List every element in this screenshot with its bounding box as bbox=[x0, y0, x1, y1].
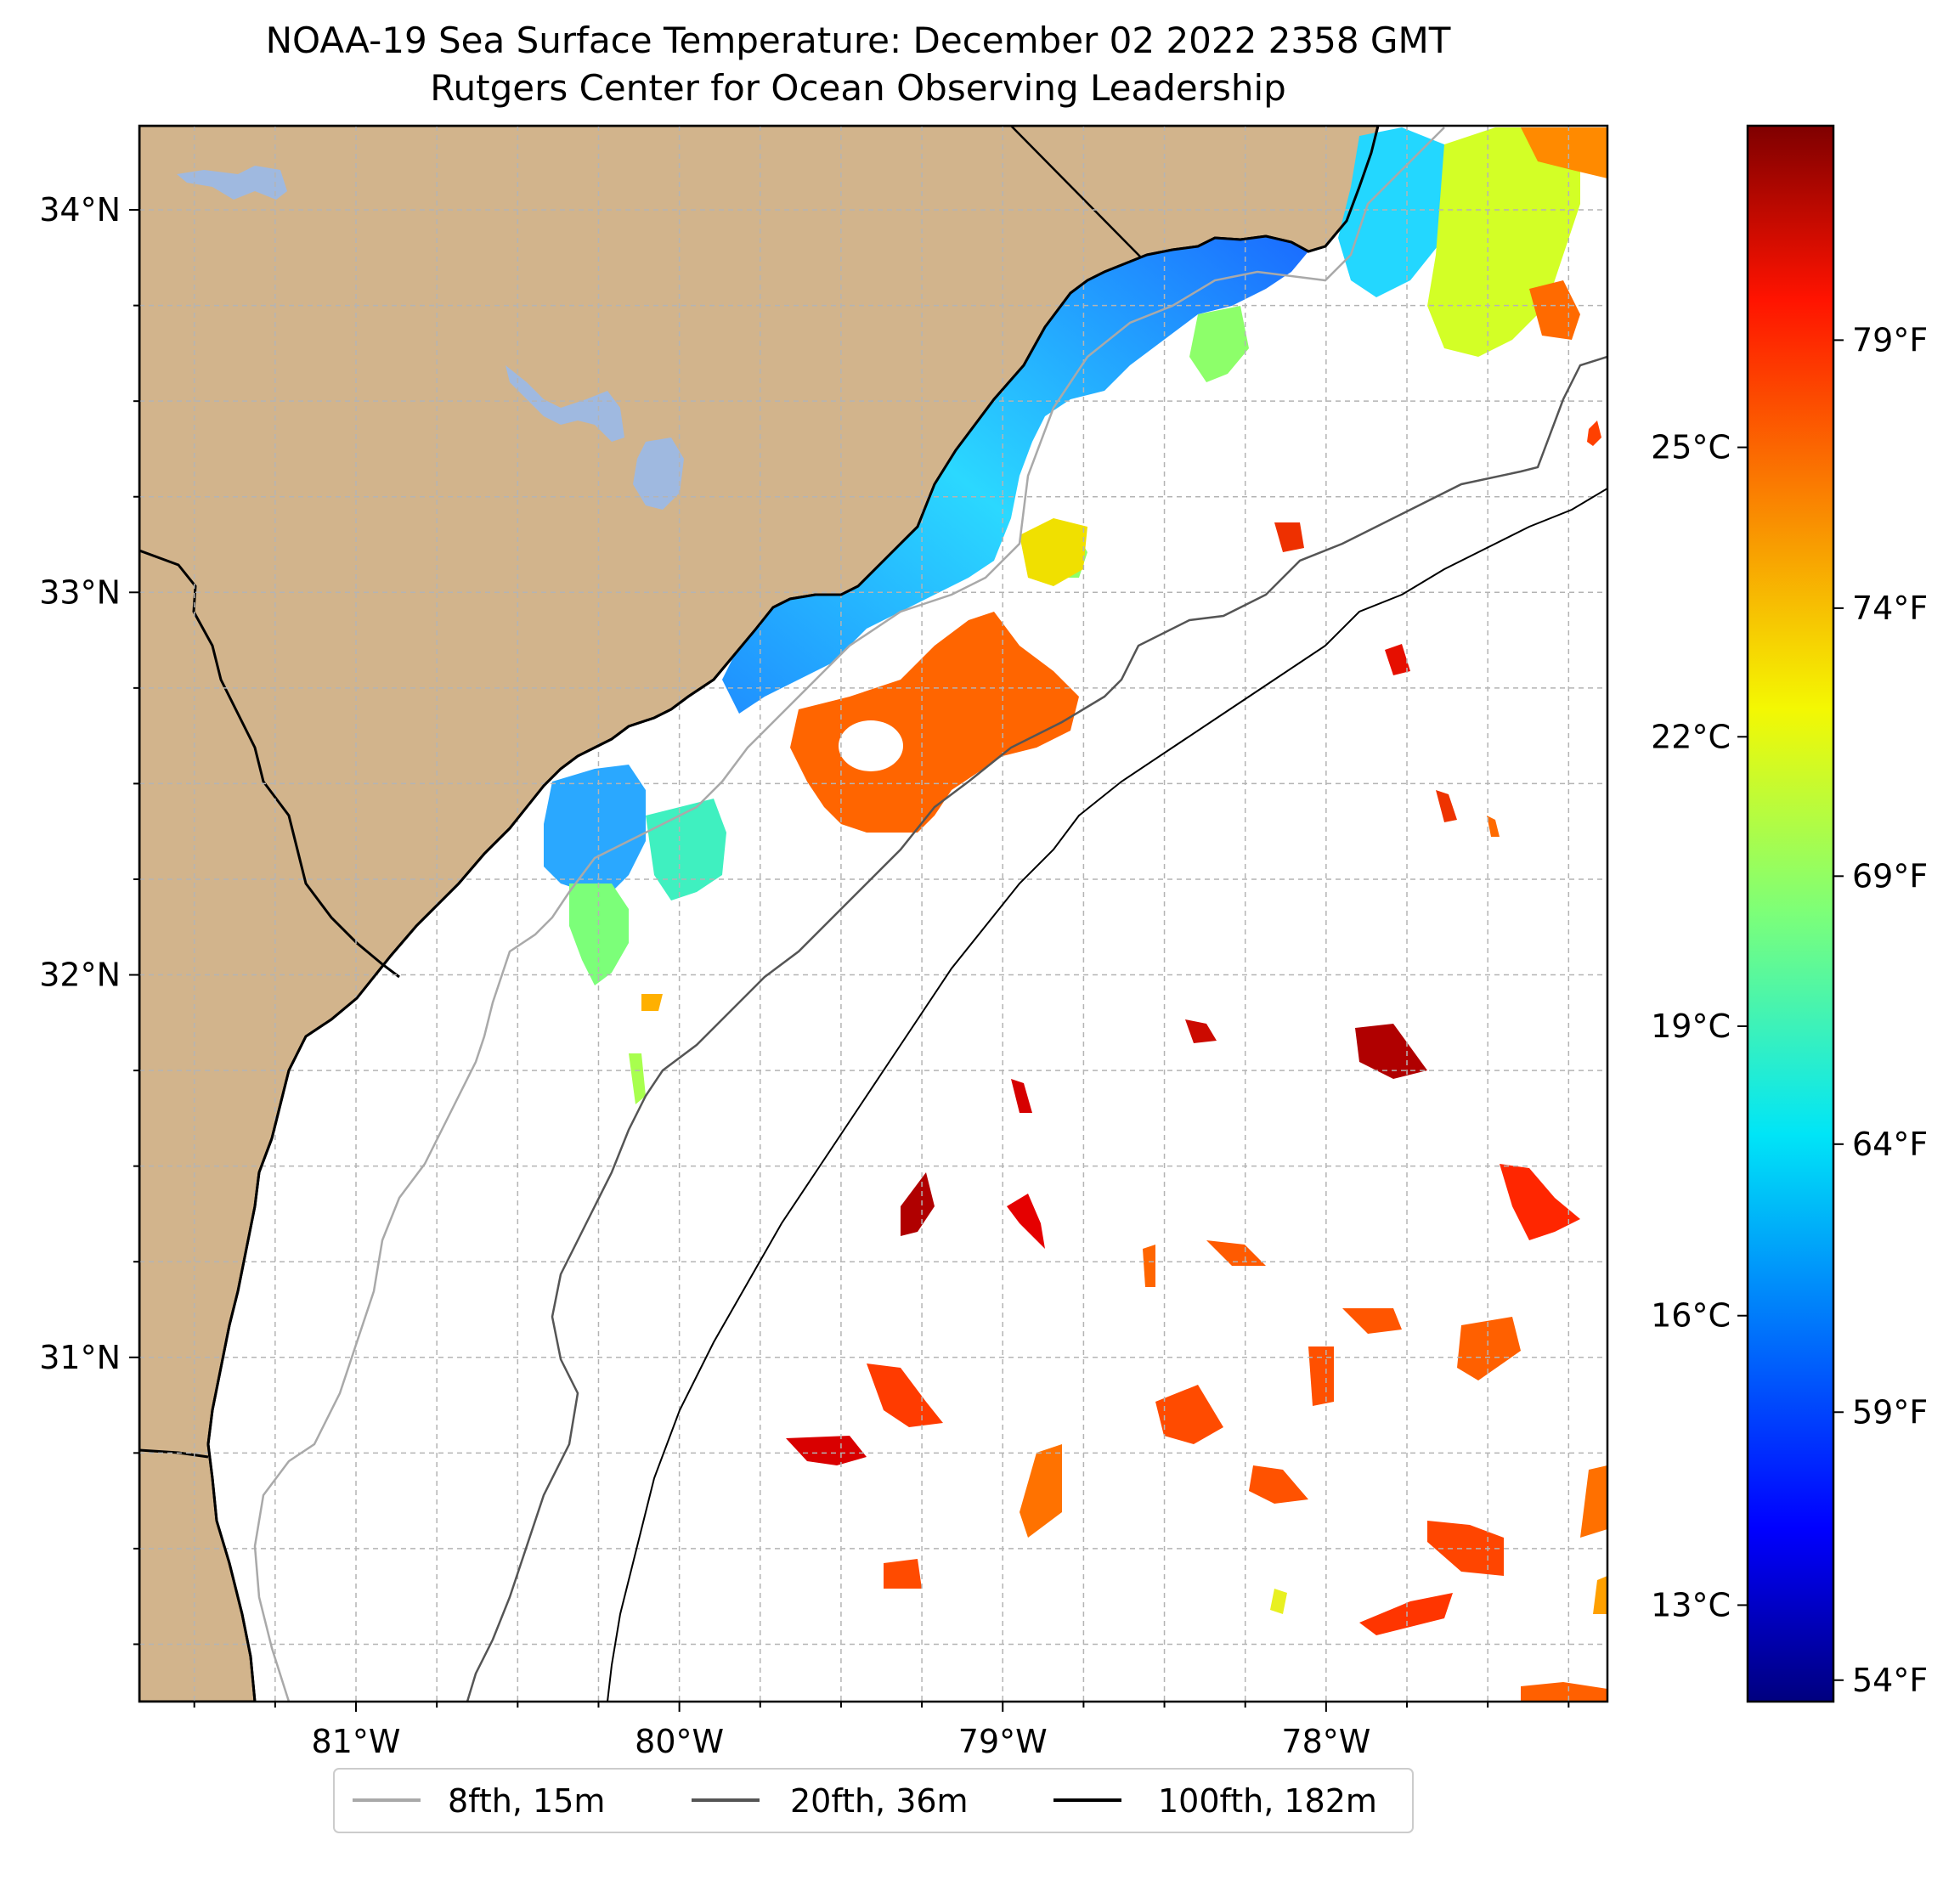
cloud-gap-warm-patch bbox=[839, 720, 903, 771]
legend-label-100fth: 100fth, 182m bbox=[1158, 1782, 1377, 1820]
sst-patch bbox=[1143, 1245, 1155, 1287]
map-title-line1: NOAA-19 Sea Surface Temperature: Decembe… bbox=[266, 20, 1451, 61]
lon-tick-label: 79°W bbox=[958, 1723, 1048, 1760]
fahrenheit-tick-label: 64°F bbox=[1852, 1126, 1928, 1163]
sst-patch bbox=[786, 1436, 867, 1465]
sst-green-offshore-north bbox=[1189, 306, 1249, 382]
celsius-tick-label: 13°C bbox=[1651, 1586, 1731, 1623]
coastline bbox=[206, 126, 1380, 1702]
map-title-line2: Rutgers Center for Ocean Observing Leade… bbox=[430, 67, 1286, 109]
lat-tick-label: 34°N bbox=[39, 191, 121, 229]
sst-patch bbox=[1155, 1385, 1223, 1444]
map-axis-ticks bbox=[129, 209, 1570, 1712]
lon-tick-label: 78°W bbox=[1281, 1723, 1370, 1760]
lake-north bbox=[177, 166, 287, 200]
sst-coastal-cool-band bbox=[722, 236, 1308, 714]
sst-patch bbox=[1308, 1346, 1334, 1406]
isobath-legend: 8fth, 15m 20fth, 36m 100fth, 182m bbox=[333, 1768, 1414, 1833]
sst-patch bbox=[1011, 1079, 1032, 1113]
map-gridlines bbox=[139, 126, 1607, 1702]
fahrenheit-tick-label: 59°F bbox=[1852, 1393, 1928, 1431]
celsius-tick-label: 19°C bbox=[1651, 1008, 1731, 1045]
legend-box bbox=[333, 1768, 1414, 1833]
state-boundary-sc-ga bbox=[139, 549, 400, 979]
sst-patch bbox=[1580, 1465, 1607, 1538]
lake-marion bbox=[506, 365, 624, 442]
isobath-8fth bbox=[253, 127, 1445, 1702]
colorbar: 13°C 16°C 19°C 22°C 25°C 54°F 59°F 64°F 69°F 74°… bbox=[1651, 124, 1928, 1703]
sst-patch bbox=[1500, 1164, 1580, 1240]
fahrenheit-tick-label: 54°F bbox=[1852, 1662, 1928, 1699]
sst-orange-patch-northeast bbox=[1521, 127, 1607, 178]
sst-patch bbox=[884, 1559, 922, 1589]
celsius-tick-label: 16°C bbox=[1651, 1297, 1731, 1335]
fahrenheit-tick-label: 74°F bbox=[1852, 590, 1928, 627]
fahrenheit-tick-label: 69°F bbox=[1852, 857, 1928, 895]
lon-tick-label: 80°W bbox=[635, 1723, 724, 1760]
sst-warm-intrusion-patch bbox=[790, 612, 1079, 833]
lat-tick-label: 33°N bbox=[39, 573, 121, 611]
sst-patch bbox=[1521, 1682, 1607, 1702]
lat-tick-label: 31°N bbox=[39, 1339, 121, 1376]
sst-patch bbox=[1487, 816, 1500, 837]
fahrenheit-tick-label: 79°F bbox=[1852, 321, 1928, 358]
sst-patch bbox=[867, 1363, 943, 1427]
sst-green-patch-mid bbox=[646, 799, 726, 900]
legend-label-20fth: 20fth, 36m bbox=[790, 1782, 969, 1820]
lon-tick-label: 81°W bbox=[312, 1723, 401, 1760]
sst-cool-patch-south bbox=[544, 765, 646, 892]
lat-tick-label: 32°N bbox=[39, 957, 121, 994]
colorbar-fahrenheit-axis: 54°F 59°F 64°F 69°F 74°F 79°F bbox=[1833, 321, 1928, 1699]
sst-patch bbox=[1436, 790, 1457, 822]
sst-patch bbox=[1185, 1019, 1217, 1043]
celsius-tick-label: 22°C bbox=[1651, 718, 1731, 755]
sst-orange-patch-east bbox=[1529, 280, 1580, 340]
sst-patch bbox=[1270, 1589, 1287, 1614]
lon-tick-labels: 81°W 80°W 79°W 78°W bbox=[312, 1723, 1371, 1760]
celsius-tick-label: 25°C bbox=[1651, 429, 1731, 466]
sst-patch bbox=[1457, 1317, 1521, 1380]
state-boundary-nc-sc bbox=[1010, 126, 1141, 257]
sst-offshore-warm-patches bbox=[629, 421, 1607, 1702]
sst-patch bbox=[1020, 1444, 1062, 1538]
sst-patch bbox=[629, 1053, 646, 1104]
sst-patch bbox=[1359, 1593, 1453, 1635]
sst-patch bbox=[1587, 421, 1601, 446]
sst-patch bbox=[1274, 522, 1304, 552]
map-panel bbox=[139, 126, 1607, 1702]
sst-patch bbox=[1427, 1521, 1504, 1576]
sst-patch bbox=[1249, 1465, 1308, 1504]
colorbar-celsius-axis: 13°C 16°C 19°C 22°C 25°C bbox=[1651, 429, 1748, 1623]
lat-tick-labels: 31°N 32°N 33°N 34°N bbox=[39, 191, 121, 1376]
isobath-20fth bbox=[466, 355, 1607, 1702]
sst-yellow-patch-mid bbox=[1020, 518, 1087, 586]
sst-patch bbox=[1007, 1194, 1045, 1249]
colorbar-gradient bbox=[1746, 124, 1835, 1703]
legend-label-8fth: 8fth, 15m bbox=[448, 1782, 605, 1820]
sst-patch bbox=[901, 1172, 935, 1236]
sst-patch bbox=[1385, 644, 1410, 675]
sst-blue-patch-northeast bbox=[1338, 127, 1461, 297]
lake-moultrie bbox=[633, 438, 684, 510]
map-frame bbox=[138, 124, 1609, 1703]
isobath-100fth bbox=[607, 488, 1607, 1702]
sst-patch bbox=[1342, 1308, 1402, 1334]
sst-patch bbox=[641, 994, 663, 1011]
sst-patch bbox=[1593, 1576, 1607, 1614]
sst-patch bbox=[1206, 1240, 1266, 1266]
sst-patch bbox=[1355, 1024, 1427, 1079]
